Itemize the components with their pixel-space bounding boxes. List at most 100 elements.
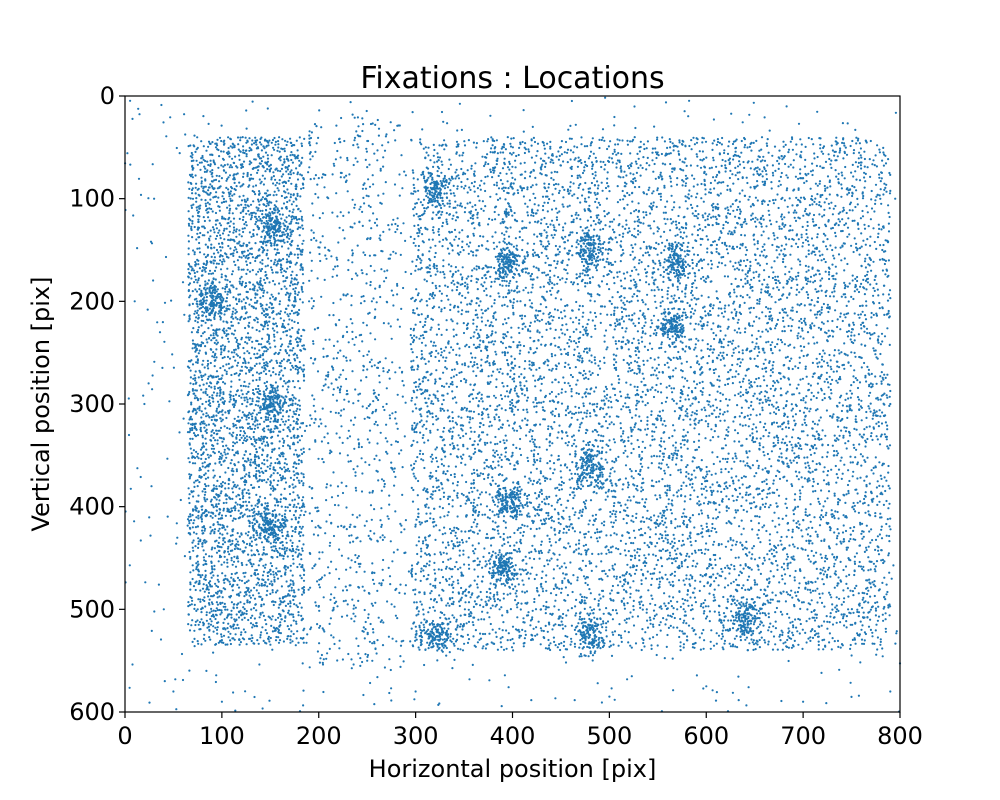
fixation-point	[234, 401, 237, 404]
fixation-point	[436, 156, 440, 159]
fixation-point	[240, 282, 244, 285]
fixation-point	[193, 485, 196, 488]
fixation-point	[223, 356, 226, 359]
fixation-point	[602, 612, 605, 615]
fixation-point	[210, 246, 213, 249]
fixation-point	[226, 206, 229, 209]
fixation-point	[264, 151, 268, 154]
fixation-point	[281, 385, 284, 388]
fixation-point	[189, 555, 192, 559]
fixation-point	[258, 178, 261, 181]
fixation-point	[224, 411, 227, 414]
fixation-point	[215, 607, 218, 610]
fixation-point	[221, 596, 224, 599]
fixation-point	[273, 190, 276, 193]
fixation-point	[219, 523, 222, 526]
fixation-point	[220, 201, 223, 204]
fixation-point	[213, 568, 216, 571]
fixation-point	[254, 403, 257, 407]
fixation-point	[260, 222, 263, 225]
fixation-point	[840, 171, 843, 174]
fixation-point	[299, 195, 302, 198]
fixation-point	[442, 430, 445, 433]
fixation-point	[219, 452, 223, 455]
fixation-point	[848, 573, 851, 577]
fixation-point	[242, 500, 245, 504]
fixation-point	[478, 560, 481, 563]
fixation-point	[242, 463, 245, 467]
fixation-point	[222, 627, 225, 630]
fixation-point	[258, 330, 261, 333]
fixation-point	[262, 570, 265, 573]
fixation-point	[237, 347, 240, 350]
fixation-point	[273, 261, 276, 264]
fixation-point	[415, 601, 418, 604]
fixation-point	[192, 539, 195, 542]
fixation-point	[539, 519, 543, 522]
fixation-point	[450, 230, 453, 234]
fixation-point	[838, 597, 841, 600]
fixation-point	[228, 427, 231, 430]
fixation-point	[284, 350, 287, 353]
fixation-point	[207, 456, 210, 459]
fixation-point	[201, 587, 205, 590]
fixation-point	[271, 138, 275, 142]
fixation-point	[265, 205, 268, 208]
fixation-point	[222, 634, 226, 637]
fixation-point	[269, 493, 272, 496]
fixation-point	[239, 316, 242, 319]
fixation-point	[241, 611, 244, 614]
fixation-point	[191, 640, 194, 644]
fixation-point	[236, 583, 239, 587]
fixation-point	[778, 225, 781, 228]
fixation-point	[410, 464, 413, 467]
fixation-point	[295, 506, 298, 509]
fixation-point	[238, 343, 241, 346]
fixation-point	[264, 270, 267, 274]
fixation-point	[224, 608, 227, 611]
fixation-point	[825, 483, 828, 486]
fixation-point	[691, 261, 694, 265]
fixation-point	[272, 479, 275, 482]
fixation-point	[262, 548, 265, 551]
fixation-point	[190, 490, 193, 493]
fixation-point	[278, 631, 281, 635]
fixation-point	[630, 269, 634, 272]
fixation-point	[490, 321, 493, 324]
fixation-point	[213, 365, 216, 368]
fixation-point	[240, 365, 243, 368]
fixation-point	[204, 373, 207, 376]
fixation-point	[635, 208, 638, 212]
fixation-point	[265, 303, 268, 306]
fixation-point	[522, 645, 525, 648]
fixation-point	[204, 185, 207, 188]
fixation-point	[289, 424, 292, 427]
fixation-point	[206, 201, 209, 204]
fixation-point	[579, 182, 582, 186]
fixation-point	[272, 182, 275, 185]
fixation-point	[266, 478, 270, 481]
fixation-point	[218, 136, 222, 139]
fixation-point	[271, 510, 274, 513]
fixation-point	[204, 574, 207, 577]
fixation-point	[829, 615, 832, 618]
fixation-point	[296, 428, 299, 431]
fixation-point	[228, 580, 231, 583]
fixation-point	[224, 487, 227, 490]
fixation-point	[260, 631, 263, 634]
fixation-point	[279, 310, 282, 313]
fixation-point	[201, 234, 204, 237]
fixation-point	[208, 628, 211, 631]
fixation-point	[206, 377, 210, 380]
fixation-point	[258, 479, 261, 482]
fixation-point	[245, 290, 248, 293]
fixation-point	[192, 569, 195, 572]
fixation-point	[208, 239, 211, 242]
fixation-point	[251, 626, 254, 629]
fixation-point	[838, 220, 842, 223]
fixation-point	[187, 181, 190, 184]
fixation-point	[254, 193, 257, 196]
fixation-point	[211, 153, 214, 157]
fixation-point	[270, 580, 273, 583]
fixation-point	[195, 555, 198, 558]
